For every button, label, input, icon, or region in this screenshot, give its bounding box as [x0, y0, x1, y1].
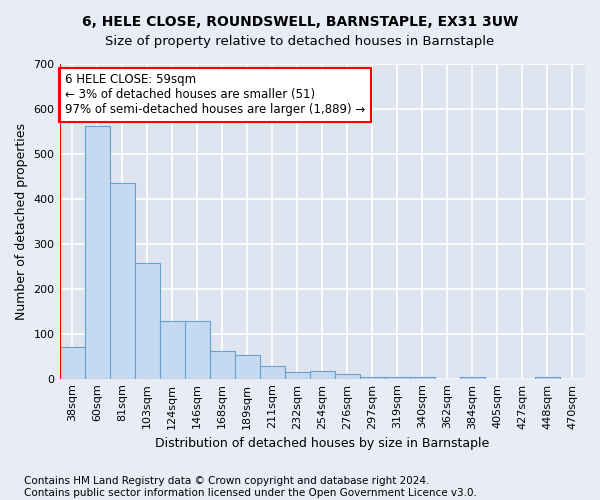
Bar — [285, 372, 310, 378]
Bar — [260, 366, 285, 378]
Bar — [110, 183, 134, 378]
Bar — [310, 370, 335, 378]
Bar — [134, 263, 160, 378]
Bar — [235, 356, 260, 378]
Bar — [85, 126, 110, 378]
X-axis label: Distribution of detached houses by size in Barnstaple: Distribution of detached houses by size … — [155, 437, 490, 450]
Bar — [59, 347, 85, 378]
Bar — [209, 351, 235, 378]
Text: 6 HELE CLOSE: 59sqm
← 3% of detached houses are smaller (51)
97% of semi-detache: 6 HELE CLOSE: 59sqm ← 3% of detached hou… — [65, 74, 365, 116]
Y-axis label: Number of detached properties: Number of detached properties — [15, 123, 28, 320]
Bar — [335, 374, 360, 378]
Text: 6, HELE CLOSE, ROUNDSWELL, BARNSTAPLE, EX31 3UW: 6, HELE CLOSE, ROUNDSWELL, BARNSTAPLE, E… — [82, 15, 518, 29]
Bar — [160, 321, 185, 378]
Text: Size of property relative to detached houses in Barnstaple: Size of property relative to detached ho… — [106, 35, 494, 48]
Text: Contains HM Land Registry data © Crown copyright and database right 2024.
Contai: Contains HM Land Registry data © Crown c… — [24, 476, 477, 498]
Bar — [360, 377, 385, 378]
Bar — [185, 321, 209, 378]
